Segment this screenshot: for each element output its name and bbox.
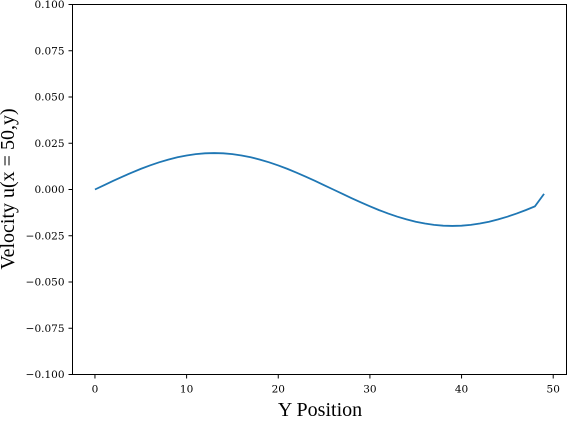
- y-axis-label: Velocity u(x = 50,y): [0, 108, 19, 269]
- x-axis-ticks: 0 10 20 30 40 50: [92, 374, 560, 396]
- y-tick-label: 0.100: [34, 0, 64, 11]
- x-tick-label: 10: [180, 384, 193, 396]
- x-tick-label: 20: [272, 384, 285, 396]
- y-axis-ticks: 0.100 0.075 0.050 0.025 0.000 −0.025 −0.050 −0.…: [26, 0, 73, 381]
- x-tick-label: 30: [363, 384, 376, 396]
- x-axis-label: Y Position: [278, 399, 362, 421]
- velocity-series-line: [94, 152, 545, 227]
- y-tick-label: −0.050: [26, 277, 65, 289]
- x-tick-label: 50: [547, 384, 560, 396]
- y-tick-label: 0.075: [34, 45, 64, 57]
- x-tick-label: 0: [92, 384, 99, 396]
- y-tick-label: −0.100: [26, 369, 65, 381]
- plot-frame: [72, 4, 567, 375]
- y-tick-label: 0.025: [34, 138, 64, 150]
- y-tick-label: −0.075: [26, 323, 65, 335]
- x-tick-label: 40: [455, 384, 468, 396]
- y-tick-label: 0.000: [34, 184, 64, 196]
- y-tick-label: −0.025: [26, 230, 65, 242]
- y-tick-label: 0.050: [34, 92, 64, 104]
